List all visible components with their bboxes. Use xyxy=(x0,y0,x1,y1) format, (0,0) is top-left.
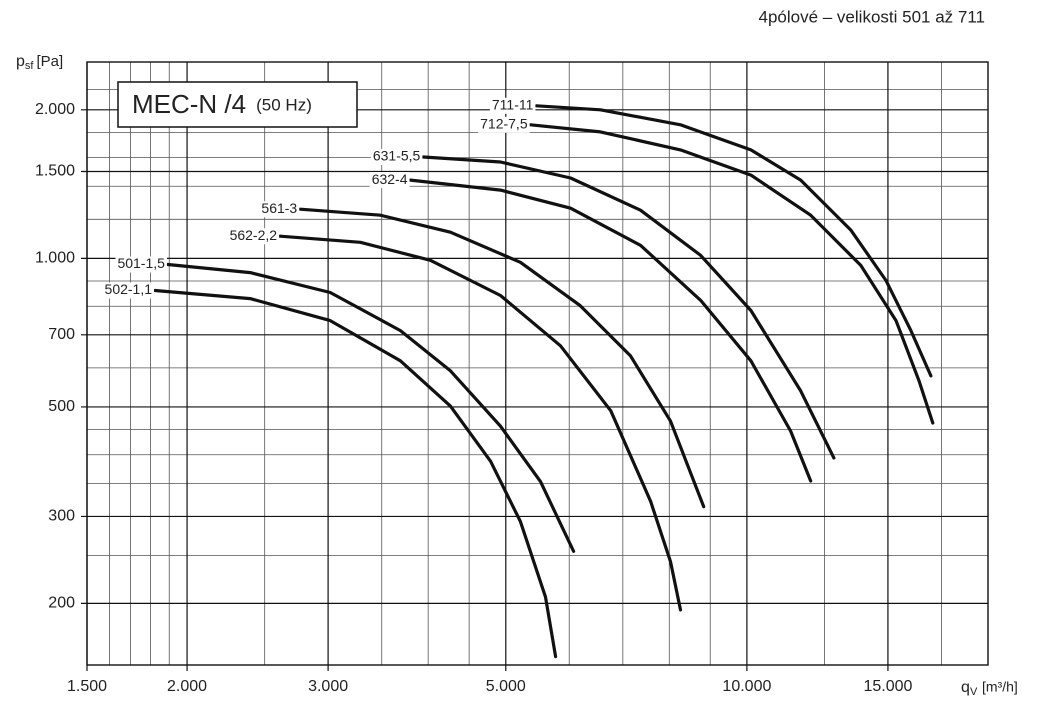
curve-label: 561-3 xyxy=(261,200,297,216)
curve-label-background xyxy=(259,201,300,218)
title-note: (50 Hz) xyxy=(256,95,312,114)
y-label-subscript: sf xyxy=(25,60,35,72)
plot-frame xyxy=(86,61,989,666)
curve xyxy=(421,155,836,460)
curve-label: 711-11 xyxy=(492,96,534,112)
y-tick-label: 500 xyxy=(48,398,75,415)
curve-label-background xyxy=(370,148,423,165)
x-label-unit: [m³/h] xyxy=(982,679,1018,695)
y-label-symbol: p xyxy=(16,53,25,70)
curve xyxy=(278,234,683,612)
curve-label-background xyxy=(227,228,280,245)
y-label-unit: [Pa] xyxy=(36,53,63,70)
curve xyxy=(408,178,813,483)
x-tick-label: 5.000 xyxy=(486,678,526,695)
curve-label-background xyxy=(369,172,410,189)
curve xyxy=(534,104,933,378)
x-tick-label: 15.000 xyxy=(863,678,912,695)
curve-label: 501-1,5 xyxy=(117,255,165,271)
x-tick-label: 3.000 xyxy=(308,678,348,695)
curve-label-background xyxy=(478,116,530,133)
plot-background xyxy=(87,62,988,665)
x-label-symbol: q xyxy=(961,679,970,696)
y-tick-label: 1.000 xyxy=(35,250,75,267)
x-tick-label: 1.500 xyxy=(67,678,107,695)
curve xyxy=(153,288,558,659)
curve xyxy=(529,123,935,425)
y-axis-label: p sf [Pa] xyxy=(16,53,63,72)
curve xyxy=(166,262,576,553)
x-axis-label: q V [m³/h] xyxy=(961,679,1018,698)
curve-label-background xyxy=(102,282,155,299)
curve-label: 631-5,5 xyxy=(373,148,421,164)
y-tick-label: 200 xyxy=(48,595,75,612)
curve-label: 632-4 xyxy=(372,171,408,187)
y-tick-label: 300 xyxy=(48,508,75,525)
curve xyxy=(298,207,706,509)
x-tick-label: 10.000 xyxy=(722,678,771,695)
y-tick-label: 2.000 xyxy=(35,101,75,118)
y-tick-label: 700 xyxy=(48,326,75,343)
x-tick-label: 2.000 xyxy=(167,678,207,695)
curve-label-background xyxy=(115,256,167,273)
curve-label: 712-7,5 xyxy=(480,116,528,132)
curve-label-background xyxy=(489,97,536,114)
curve-label: 562-2,2 xyxy=(230,227,278,243)
curve-label: 502-1,1 xyxy=(105,281,153,297)
chart-title: MEC-N /4 xyxy=(132,89,246,119)
title-box xyxy=(117,81,358,128)
chart-subtitle: 4pólové – velikosti 501 až 711 xyxy=(758,7,985,26)
y-tick-label: 1.500 xyxy=(35,163,75,180)
x-label-subscript: V xyxy=(970,686,978,698)
